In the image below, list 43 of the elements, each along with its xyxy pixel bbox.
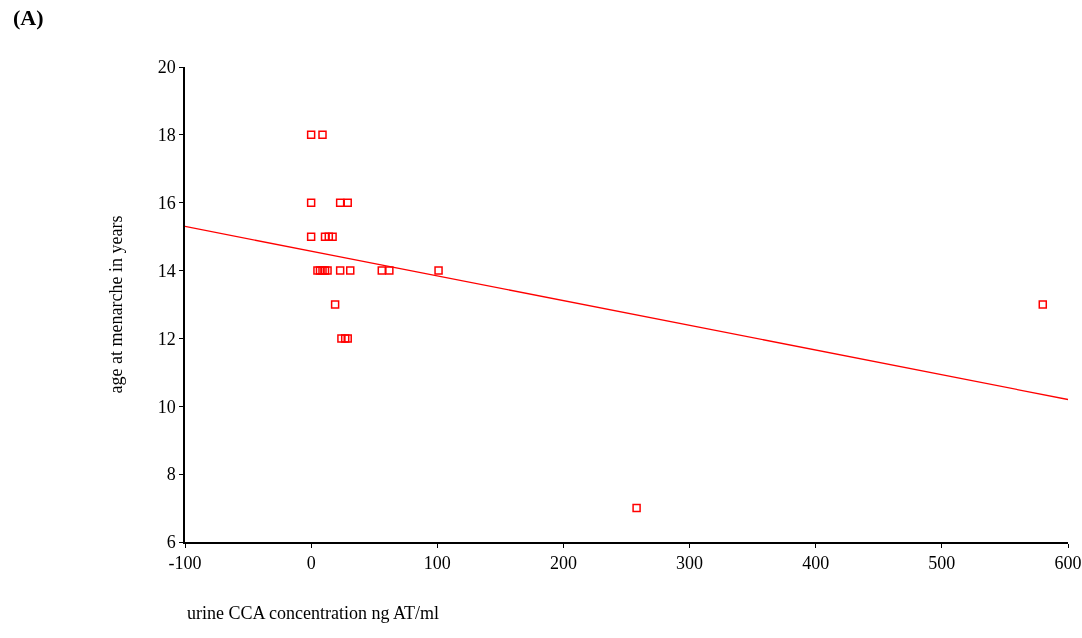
x-tick-label: -100 (168, 553, 202, 574)
point (632, 503, 641, 513)
point (306, 130, 316, 140)
point (434, 266, 443, 275)
y-tick-label: 12 (157, 328, 176, 349)
y-tick-label: 18 (157, 125, 176, 146)
point (320, 266, 330, 275)
x-tick-label: 600 (1054, 553, 1082, 574)
point (324, 232, 334, 241)
point (343, 198, 352, 207)
point (335, 198, 345, 207)
point (323, 266, 332, 275)
chart-title: (A) (12, 4, 44, 30)
x-tick-label: 300 (676, 553, 704, 574)
point (328, 232, 337, 241)
y-tick-label: 8 (166, 464, 176, 485)
x-axis-title: urine CCA concentration ng AT/ml (187, 603, 439, 623)
point (377, 266, 387, 275)
x-tick-label: 400 (802, 553, 830, 574)
y-tick-label: 10 (157, 396, 176, 417)
x-tick-label: 500 (928, 553, 956, 574)
point (385, 266, 394, 275)
point (330, 300, 340, 309)
y-axis-title: age at menarche in years (106, 215, 127, 394)
x-tick-label: 200 (549, 553, 577, 574)
point (343, 334, 352, 343)
x-tick-label: 100 (423, 553, 451, 574)
x-tick-label: 0 (306, 553, 316, 574)
point (318, 130, 327, 140)
point (337, 334, 346, 343)
point (318, 266, 327, 275)
point (306, 198, 316, 207)
point (306, 232, 316, 241)
point (340, 334, 350, 343)
y-tick-label: 16 (157, 193, 176, 214)
point (315, 266, 325, 275)
y-tick-label: 14 (157, 260, 176, 281)
y-tick-label: 20 (157, 57, 176, 78)
point (313, 266, 322, 275)
point (1038, 300, 1048, 309)
point (335, 266, 345, 275)
y-tick-label: 6 (166, 532, 176, 553)
point (346, 266, 355, 275)
